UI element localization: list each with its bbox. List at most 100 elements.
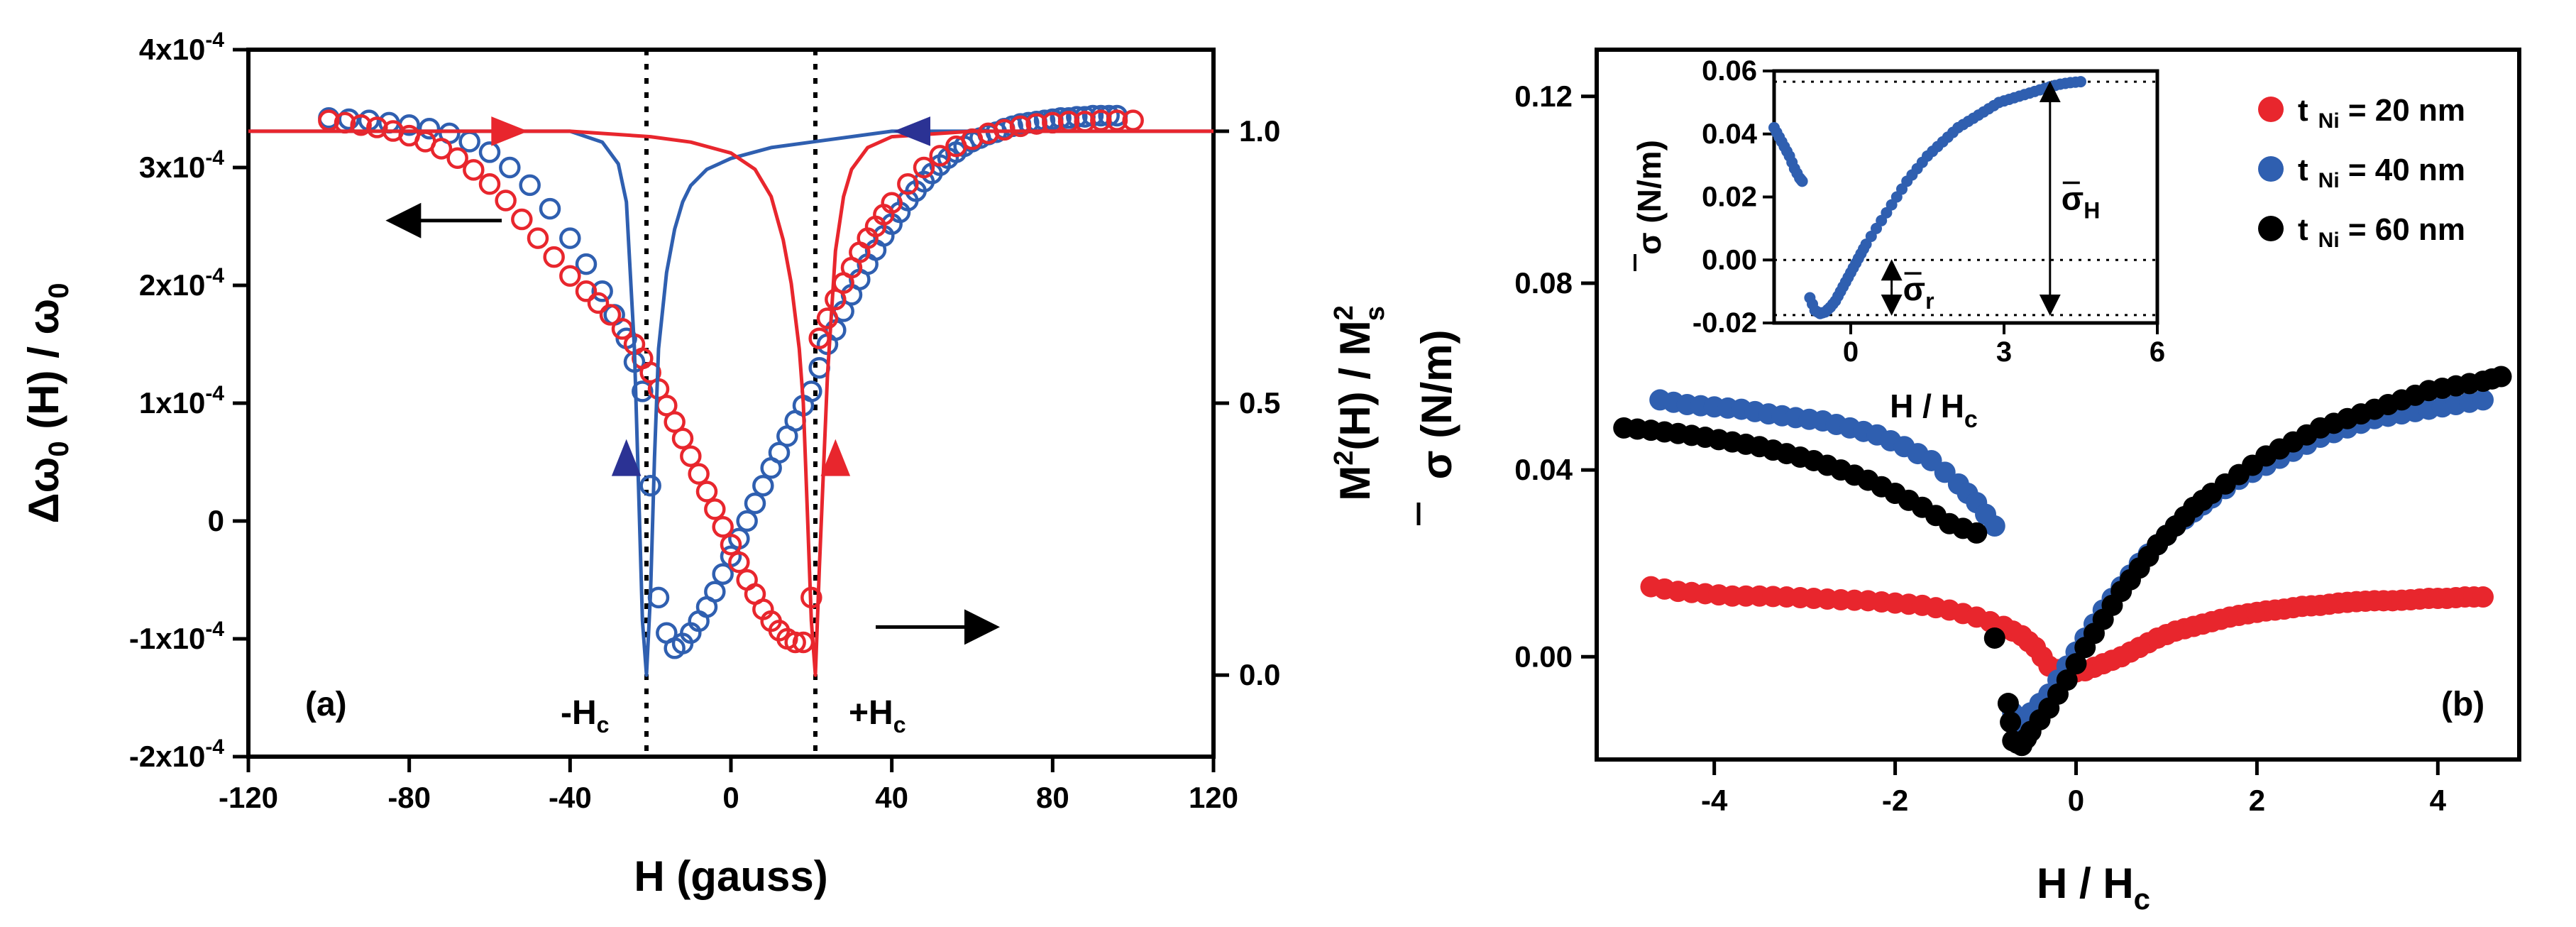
inset-span-label: σr (1903, 270, 1934, 314)
inset-y-tick-label: 0.06 (1702, 55, 1757, 87)
data-point-red (511, 208, 533, 231)
inset-y-tick-label: 0.00 (1702, 244, 1757, 275)
svg-text:tNi = 40 nm: t Ni = 40 nm (2298, 153, 2465, 192)
inset-y-tick-label: 0.02 (1702, 182, 1757, 213)
x-tick-label: -120 (219, 781, 278, 814)
data-point-blue (418, 117, 441, 140)
data-point-red (881, 192, 903, 214)
y-left-tick-label: 4x10-4 (139, 28, 224, 66)
svg-text:σ (N/m): σ (N/m) (1631, 140, 1668, 255)
direction-triangle-up (611, 439, 642, 476)
panel-a-axis-arrows (385, 202, 1000, 645)
inset-y-axis-label: σ (N/m) (1631, 140, 1668, 271)
data-point-black (1966, 522, 1988, 544)
inset: 0 3 6 -0.02 0.00 0.02 0.04 0.06 σH σr H / Hc σ (… (1631, 55, 2165, 433)
data-point-black (2065, 653, 2087, 675)
x-tick-label: 0 (722, 781, 739, 814)
direction-triangle-up (820, 439, 851, 476)
panel-b-frame (1595, 48, 2521, 762)
y-tick-label: 0.12 (1514, 79, 1573, 113)
x-tick-label: 80 (1036, 781, 1069, 814)
data-point-red (575, 280, 598, 302)
data-point-red (816, 307, 839, 329)
data-point-red (695, 481, 718, 503)
panel-b-label: (b) (2441, 686, 2484, 723)
data-point-blue (800, 380, 822, 402)
data-point-blue (478, 141, 501, 163)
data-point-red (2472, 586, 2494, 608)
inset-y-tick-label: -0.02 (1692, 307, 1757, 339)
legend-item-60nm: t Ni = 60 nm (2258, 212, 2465, 252)
data-point-blue (639, 474, 661, 497)
data-point-red (704, 498, 726, 520)
data-point-blue (2472, 389, 2494, 411)
data-point-red (446, 147, 468, 169)
y-right-tick-label: 0.0 (1239, 658, 1280, 691)
data-point-blue (768, 441, 791, 464)
data-point-blue (575, 253, 598, 275)
data-point-blue (736, 510, 758, 532)
y-tick-label: 0.04 (1514, 453, 1573, 486)
svg-text:tNi = 60 nm: t Ni = 60 nm (2298, 212, 2465, 252)
inset-x-tick-label: 0 (1843, 336, 1859, 368)
inset-x-tick-label: 6 (2150, 336, 2165, 368)
inset-annotations: σH σr (1881, 81, 2100, 316)
panel-a-frame (246, 48, 1216, 759)
x-tick-label: 40 (875, 781, 908, 814)
panel-b-series (1613, 366, 2512, 757)
data-point-red (688, 463, 710, 485)
panel-a-minus-hc-label: -Hc (561, 694, 609, 737)
inset-data-point (2075, 76, 2086, 88)
svg-text:tNi = 20 nm: t Ni = 20 nm (2298, 93, 2465, 133)
data-point-blue (704, 581, 726, 603)
legend-marker-blue (2258, 156, 2284, 182)
panel-a-y-axis-label-right: M2(H) / M2s (1329, 305, 1390, 501)
panel-b-y-axis-label: σ (N/m) (1413, 329, 1460, 525)
panel-a-series (248, 104, 1213, 677)
inset-series (1768, 76, 2086, 319)
x-tick-label: -40 (549, 781, 592, 814)
panel-a-direction-triangles (491, 116, 930, 476)
data-point-red (559, 265, 581, 287)
data-point-red (639, 361, 661, 384)
panel-b-ticks: -4 -2 0 2 4 0.00 0.04 0.08 0.12 (1514, 79, 2446, 817)
panel-a-plus-hc-label: +Hc (849, 694, 906, 737)
data-point-black (2000, 711, 2022, 733)
legend-marker-red (2258, 97, 2284, 122)
data-point-blue (539, 197, 561, 220)
x-tick-label: -2 (1882, 784, 1908, 817)
x-tick-label: -4 (1701, 784, 1728, 817)
panel-a-coercive-lines (644, 50, 818, 757)
panel-a-y-axis-label-left: Δω0 (H) / ω0 (20, 283, 75, 524)
y-left-tick-label: 2x10-4 (139, 264, 224, 302)
data-point-red (664, 411, 686, 433)
data-point-red (599, 304, 622, 326)
inset-y-tick-label: 0.04 (1702, 119, 1758, 150)
data-point-red (587, 292, 610, 314)
data-point-red (720, 533, 742, 556)
y-left-tick-label: 3x10-4 (139, 146, 224, 184)
data-point-red (825, 288, 847, 311)
data-point-red (478, 172, 501, 195)
inset-frame (1772, 69, 2159, 325)
inset-ticks: 0 3 6 -0.02 0.00 0.02 0.04 0.06 (1692, 55, 2165, 368)
panel-a: -120 -80 -40 0 40 80 120 4x10-4 3x10-4 2x10-4 1x10… (20, 28, 1390, 900)
data-point-red (897, 172, 919, 195)
legend-item-40nm: t Ni = 40 nm (2258, 153, 2465, 192)
data-point-red (784, 631, 806, 654)
data-point-red (728, 551, 750, 574)
y-right-tick-label: 1.0 (1239, 114, 1280, 148)
data-point-red (929, 145, 951, 167)
direction-triangle-left (893, 116, 930, 146)
x-tick-label: -80 (387, 781, 431, 814)
panel-a-x-axis-label: H (gauss) (634, 852, 827, 900)
data-point-red (1009, 115, 1032, 138)
data-point-blue (712, 563, 734, 585)
legend-item-20nm: t Ni = 20 nm (2258, 93, 2465, 133)
y-left-tick-label: -1x10-4 (129, 618, 224, 655)
data-point-blue (499, 156, 521, 179)
y-right-tick-label: 0.5 (1239, 386, 1280, 419)
inset-data-point (1796, 175, 1808, 187)
data-point-red (1025, 113, 1047, 135)
data-point-blue (632, 380, 654, 402)
